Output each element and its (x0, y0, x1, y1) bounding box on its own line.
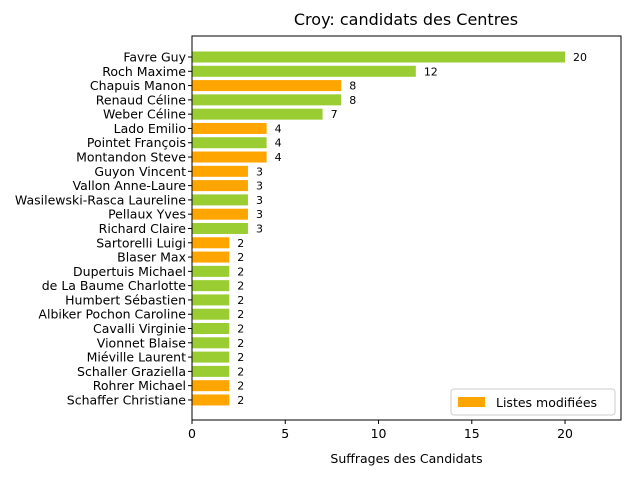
bar-de-la-baume-charlotte (192, 280, 230, 292)
category-label-renaud-celine: Renaud Céline (96, 92, 187, 107)
category-label-vionnet-blaise: Vionnet Blaise (97, 335, 187, 350)
bar-dupertuis-michael (192, 265, 230, 277)
category-label-roch-maxime: Roch Maxime (102, 64, 186, 79)
bar-weber-celine (192, 108, 323, 120)
bar-wasilewski-rasca-laureline (192, 194, 248, 206)
value-label-richard-claire: 3 (256, 222, 263, 235)
x-tick-label-0: 0 (188, 426, 196, 441)
bar-schaller-graziella (192, 365, 230, 377)
value-label-pellaux-yves: 3 (256, 208, 263, 221)
category-label-blaser-max: Blaser Max (117, 250, 186, 265)
category-label-weber-celine: Weber Céline (103, 107, 186, 122)
bar-mieville-laurent (192, 351, 230, 363)
bar-pellaux-yves (192, 208, 248, 220)
legend-box (450, 388, 616, 416)
bar-vallon-anne-laure (192, 180, 248, 192)
category-label-guyon-vincent: Guyon Vincent (94, 164, 186, 179)
x-axis-ticks-group: 0 5 10 15 20 (188, 420, 573, 441)
category-label-dupertuis-michael: Dupertuis Michael (73, 264, 186, 279)
value-label-cavalli-virginie: 2 (237, 323, 244, 336)
legend-swatch-listes-modifiees (458, 397, 485, 407)
value-label-sartorelli-luigi: 2 (237, 237, 244, 250)
value-label-lado-emilio: 4 (275, 122, 282, 135)
bar-guyon-vincent (192, 165, 248, 177)
value-label-roch-maxime: 12 (424, 65, 438, 78)
category-label-mieville-laurent: Miéville Laurent (87, 350, 186, 365)
value-label-vionnet-blaise: 2 (237, 337, 244, 350)
category-label-pointet-francois: Pointet François (87, 135, 186, 150)
value-label-humbert-sebastien: 2 (237, 294, 244, 307)
category-label-favre-guy: Favre Guy (123, 50, 186, 65)
category-label-vallon-anne-laure: Vallon Anne-Laure (73, 178, 187, 193)
bars-group (192, 51, 566, 406)
x-tick-label-5: 5 (281, 426, 289, 441)
bar-cavalli-virginie (192, 323, 230, 335)
value-label-de-la-baume-charlotte: 2 (237, 280, 244, 293)
bar-renaud-celine (192, 94, 342, 106)
bar-roch-maxime (192, 65, 416, 77)
value-label-montandon-steve: 4 (275, 151, 282, 164)
value-label-weber-celine: 7 (331, 108, 338, 121)
value-label-rohrer-michael: 2 (237, 380, 244, 393)
bar-richard-claire (192, 222, 248, 234)
value-label-pointet-francois: 4 (275, 137, 282, 150)
bar-albiker-pochon-caroline (192, 308, 230, 320)
bar-lado-emilio (192, 122, 267, 134)
bar-schaffer-christiane (192, 394, 230, 406)
category-label-richard-claire: Richard Claire (99, 221, 187, 236)
category-label-sartorelli-luigi: Sartorelli Luigi (96, 235, 186, 250)
category-label-pellaux-yves: Pellaux Yves (108, 207, 186, 222)
bar-humbert-sebastien (192, 294, 230, 306)
category-label-wasilewski-rasca-laureline: Wasilewski-Rasca Laureline (15, 192, 186, 207)
category-label-albiker-pochon-caroline: Albiker Pochon Caroline (38, 307, 186, 322)
category-label-chapuis-manon: Chapuis Manon (90, 78, 186, 93)
bar-blaser-max (192, 251, 230, 263)
bar-rohrer-michael (192, 380, 230, 392)
value-label-vallon-anne-laure: 3 (256, 180, 263, 193)
value-label-renaud-celine: 8 (349, 94, 356, 107)
bar-vionnet-blaise (192, 337, 230, 349)
bar-pointet-francois (192, 137, 267, 149)
category-label-de-la-baume-charlotte: de La Baume Charlotte (42, 278, 187, 293)
x-axis-label: Suffrages des Candidats (330, 451, 482, 466)
bar-favre-guy (192, 51, 566, 63)
category-label-cavalli-virginie: Cavalli Virginie (93, 321, 186, 336)
value-label-blaser-max: 2 (237, 251, 244, 264)
x-tick-label-15: 15 (464, 426, 480, 441)
x-tick-label-10: 10 (371, 426, 387, 441)
value-label-guyon-vincent: 3 (256, 165, 263, 178)
bar-chapuis-manon (192, 80, 342, 92)
category-label-schaffer-christiane: Schaffer Christiane (67, 392, 187, 407)
value-label-mieville-laurent: 2 (237, 351, 244, 364)
axes-frame (191, 35, 622, 421)
value-label-schaller-graziella: 2 (237, 365, 244, 378)
category-label-montandon-steve: Montandon Steve (76, 150, 186, 165)
value-label-dupertuis-michael: 2 (237, 265, 244, 278)
value-label-schaffer-christiane: 2 (237, 394, 244, 407)
chart-title: Croy: candidats des Centres (294, 10, 518, 29)
bar-sartorelli-luigi (192, 237, 230, 249)
category-label-humbert-sebastien: Humbert Sébastien (65, 292, 186, 307)
value-label-favre-guy: 20 (573, 51, 587, 64)
category-label-schaller-graziella: Schaller Graziella (77, 364, 186, 379)
x-tick-label-20: 20 (557, 426, 573, 441)
legend-label-listes-modifiees: Listes modifiées (496, 395, 597, 410)
value-label-wasilewski-rasca-laureline: 3 (256, 194, 263, 207)
legend: Listes modifiées (450, 388, 616, 416)
value-label-albiker-pochon-caroline: 2 (237, 308, 244, 321)
category-label-lado-emilio: Lado Emilio (114, 121, 186, 136)
bar-montandon-steve (192, 151, 267, 163)
category-label-rohrer-michael: Rohrer Michael (93, 378, 186, 393)
value-label-chapuis-manon: 8 (349, 80, 356, 93)
